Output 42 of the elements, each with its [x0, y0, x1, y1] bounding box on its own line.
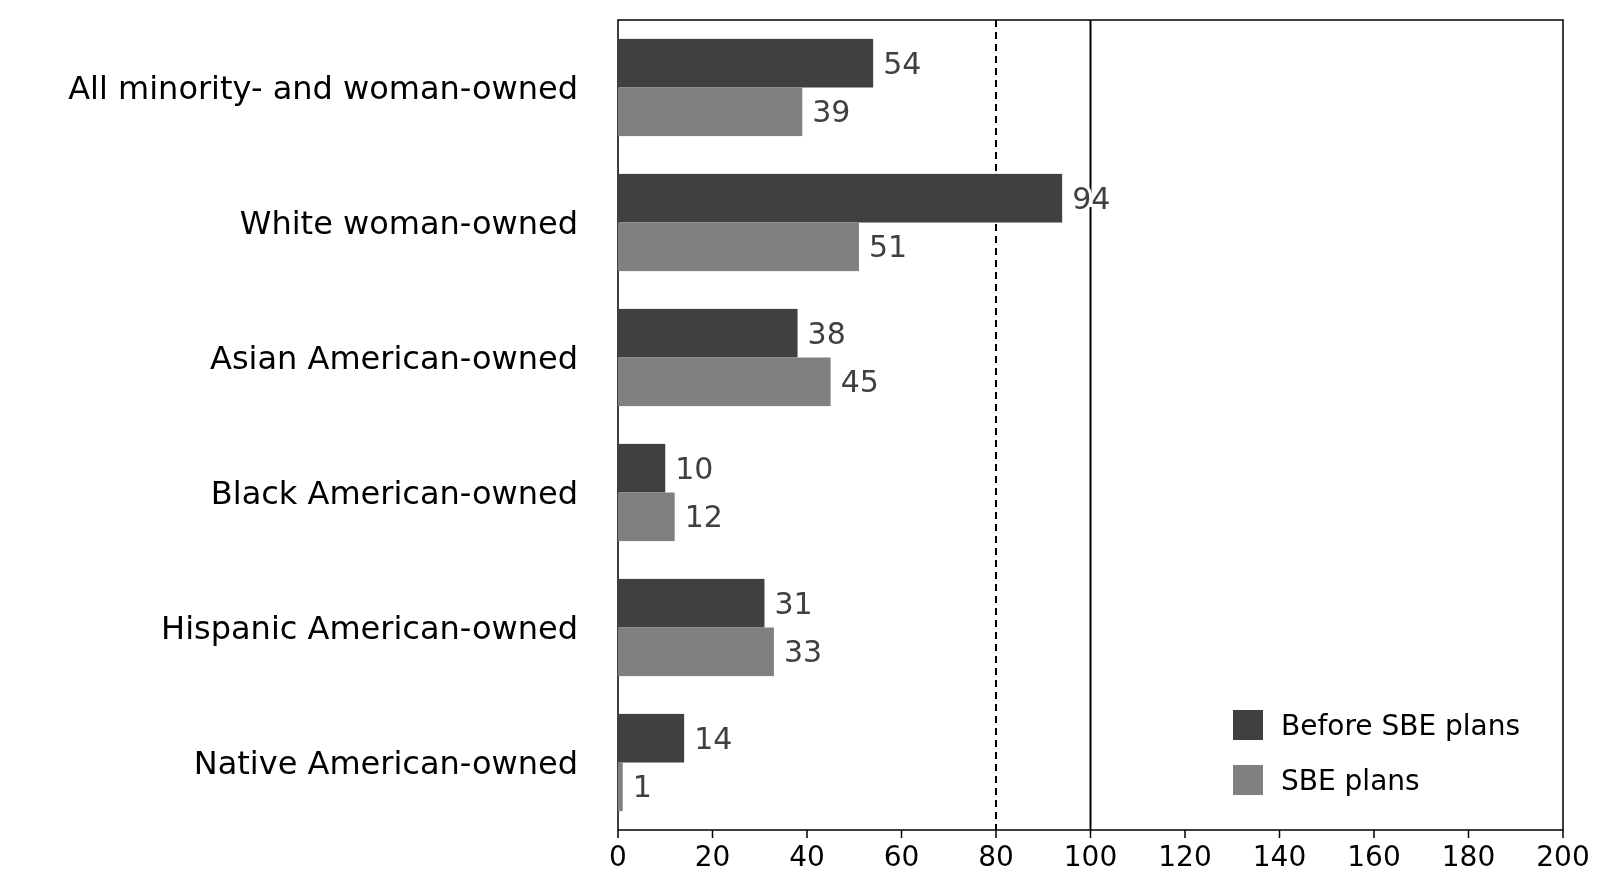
legend-label: Before SBE plans	[1281, 708, 1521, 742]
x-tick-label: 0	[609, 840, 627, 873]
data-label: 54	[883, 45, 922, 81]
x-tick-label: 60	[883, 840, 920, 873]
y-tick-label: White woman-owned	[239, 203, 578, 242]
data-label: 51	[868, 229, 908, 265]
data-label: 12	[684, 499, 723, 535]
bar	[618, 713, 685, 763]
x-tick-label: 120	[1158, 840, 1212, 873]
bar	[618, 87, 803, 137]
data-label: 33	[783, 634, 823, 670]
x-tick-label: 20	[694, 840, 731, 873]
bar	[618, 492, 675, 542]
data-label: 1	[632, 769, 652, 805]
x-tick-label: 180	[1441, 840, 1496, 873]
data-label: 14	[694, 720, 733, 756]
bar	[618, 173, 1063, 223]
x-tick-label: 200	[1536, 840, 1590, 873]
x-tick-label: 80	[978, 840, 1014, 873]
data-label: 31	[774, 585, 813, 621]
y-tick-label: Native American-owned	[193, 743, 578, 782]
x-tick-label: 100	[1063, 840, 1118, 873]
data-label: 10	[675, 450, 714, 486]
x-tick-label: 140	[1252, 840, 1307, 873]
bar	[618, 443, 666, 493]
bar	[618, 222, 859, 272]
x-tick-label: 40	[789, 840, 825, 873]
legend-label: SBE plans	[1281, 763, 1420, 797]
y-tick-label: Black American-owned	[210, 473, 578, 512]
bar	[618, 38, 874, 88]
data-label: 39	[812, 94, 851, 130]
y-tick-label: Hispanic American-owned	[161, 608, 578, 647]
data-label: 38	[807, 315, 846, 351]
bar	[618, 578, 765, 628]
bar	[618, 308, 798, 358]
bar	[618, 627, 774, 677]
bar	[618, 762, 623, 812]
y-tick-label: All minority- and woman-owned	[68, 68, 578, 107]
y-tick-label: Asian American-owned	[210, 338, 578, 377]
data-label: 45	[840, 364, 879, 400]
x-tick-label: 160	[1347, 840, 1401, 873]
bar	[618, 357, 831, 407]
